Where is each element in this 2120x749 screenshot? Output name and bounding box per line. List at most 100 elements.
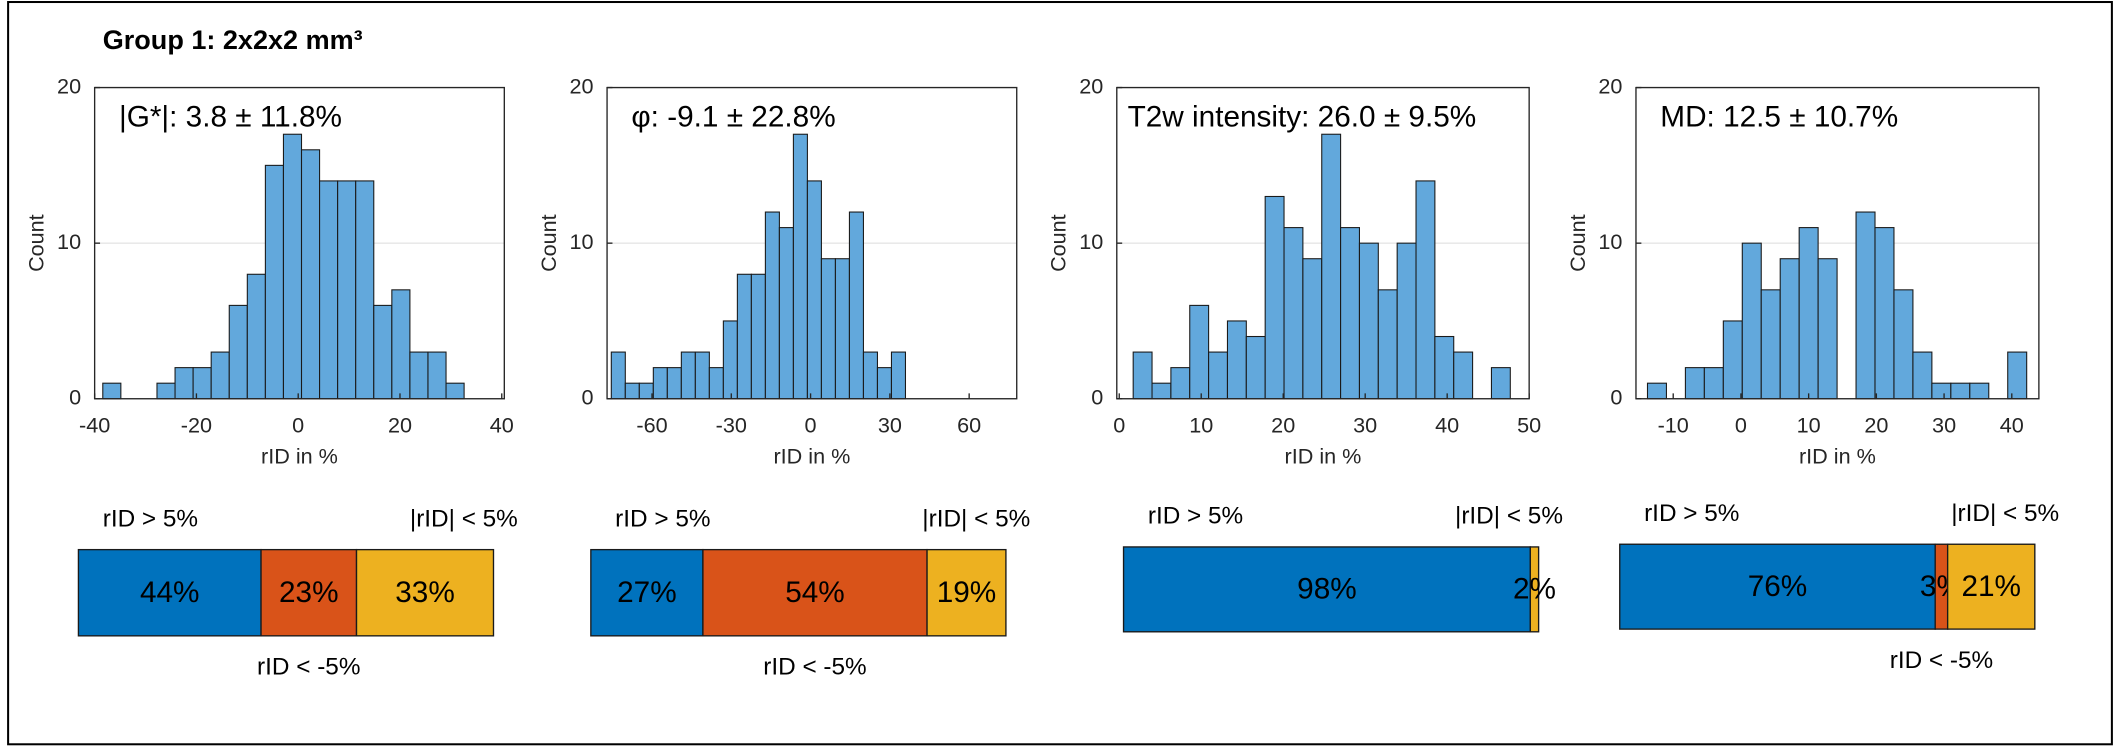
annotation: φ: -9.1 ± 22.8%: [631, 100, 835, 133]
x-tick-label: -20: [181, 413, 212, 438]
series-label: rID > 5%: [615, 505, 710, 532]
histogram-bar: [228, 304, 248, 400]
x-tick-label: 20: [1864, 413, 1888, 438]
value-label: 19%: [937, 576, 997, 609]
x-tick-label: 60: [957, 413, 981, 438]
bar-segment: [1619, 543, 1936, 630]
x-axis-label: rID in %: [261, 444, 338, 469]
histogram-bar: [409, 351, 429, 400]
histogram-bar: [1874, 227, 1895, 400]
histogram-bar: [210, 351, 230, 400]
y-tick-label: 0: [1091, 384, 1103, 409]
figure-title: Group 1: 2x2x2 mm³: [103, 25, 363, 55]
x-tick-label: -60: [636, 413, 667, 438]
histogram-bar: [264, 164, 284, 400]
histogram-bar: [373, 304, 393, 400]
histogram-bar: [1722, 320, 1743, 400]
histogram-bar: [750, 273, 766, 400]
annotation: |G*|: 3.8 ± 11.8%: [119, 100, 342, 133]
x-tick-label: 0: [1735, 413, 1747, 438]
histogram-bar: [156, 382, 176, 400]
histogram-bar: [848, 211, 864, 400]
x-axis-label: rID in %: [1285, 444, 1362, 469]
histogram-bar: [652, 367, 668, 400]
y-tick-label: 10: [57, 229, 81, 254]
histogram-bar: [862, 351, 878, 400]
annotation: T2w intensity: 26.0 ± 9.5%: [1128, 100, 1477, 133]
series-label: |rID| < 5%: [922, 505, 1030, 532]
histogram-bar: [1950, 382, 1971, 400]
value-label: 33%: [395, 576, 455, 609]
bar-segment: [77, 548, 262, 637]
histogram-bar: [391, 289, 411, 400]
histogram-bar: [1760, 289, 1781, 400]
histogram-bar: [1453, 351, 1474, 400]
histogram-bar: [1741, 242, 1762, 400]
x-tick-label: 40: [2000, 413, 2024, 438]
histogram-bar: [1170, 367, 1191, 400]
histogram-bar: [1377, 289, 1398, 400]
histogram-bar: [1321, 133, 1342, 400]
y-tick-label: 10: [569, 229, 593, 254]
series-label: rID > 5%: [1644, 500, 1739, 527]
histogram-bar: [624, 382, 640, 400]
value-label: 76%: [1748, 570, 1808, 603]
histogram-bar: [1151, 382, 1172, 400]
histogram-bar: [1490, 367, 1511, 400]
histogram-bar: [102, 382, 122, 400]
x-tick-label: 40: [490, 413, 514, 438]
axes-box: [606, 86, 1018, 400]
bar-segment: [702, 548, 928, 637]
histogram-bar: [246, 273, 266, 400]
value-label: 2%: [1513, 573, 1556, 606]
histogram-bar: [282, 133, 303, 400]
value-label: 44%: [140, 576, 200, 609]
x-axis-label: rID in %: [1799, 444, 1876, 469]
histogram-bar: [1189, 304, 1210, 400]
histogram-bar: [1264, 195, 1285, 400]
histogram-bar: [1226, 320, 1247, 400]
x-tick-label: 30: [1932, 413, 1956, 438]
x-tick-label: 20: [1271, 413, 1295, 438]
value-label: 23%: [279, 576, 339, 609]
value-label: 21%: [1961, 570, 2021, 603]
histogram-bar: [708, 367, 724, 400]
y-tick-label: 0: [69, 384, 81, 409]
x-tick-label: 40: [1435, 413, 1459, 438]
bar-segment: [926, 548, 1007, 637]
value-label: 27%: [617, 576, 677, 609]
histogram-bar: [1969, 382, 1990, 400]
histogram-bar: [1396, 242, 1417, 400]
bar-segment: [590, 548, 704, 637]
histogram-bar: [778, 227, 794, 400]
x-axis-label: rID in %: [773, 444, 850, 469]
histogram-bar: [1817, 258, 1838, 400]
x-tick-label: 0: [805, 413, 817, 438]
x-tick-label: -10: [1658, 413, 1689, 438]
y-tick-label: 20: [57, 73, 81, 98]
y-tick-label: 20: [1598, 73, 1622, 98]
x-tick-label: -30: [716, 413, 747, 438]
y-axis-label: Count: [1565, 214, 1590, 271]
y-tick-label: 10: [1079, 229, 1103, 254]
bar-segment: [1529, 546, 1540, 633]
histogram-bar: [820, 258, 836, 400]
histogram-bar: [736, 273, 752, 400]
histogram-bar: [764, 211, 780, 400]
series-label: rID < -5%: [763, 654, 866, 681]
value-label: 98%: [1297, 573, 1357, 606]
histogram-bar: [319, 180, 339, 400]
histogram-bar: [1302, 258, 1323, 400]
histogram-bar: [610, 351, 626, 400]
histogram-bar: [806, 180, 822, 400]
y-tick-label: 20: [1079, 73, 1103, 98]
histogram-bar: [1931, 382, 1952, 400]
series-label: |rID| < 5%: [1951, 500, 2059, 527]
histogram-bar: [1798, 227, 1819, 400]
histogram-bar: [1208, 351, 1229, 400]
histogram-bar: [666, 367, 682, 400]
histogram-bar: [722, 320, 738, 400]
histogram-bar: [1415, 180, 1436, 400]
series-label: |rID| < 5%: [1455, 503, 1563, 530]
histogram-bar: [355, 180, 375, 400]
